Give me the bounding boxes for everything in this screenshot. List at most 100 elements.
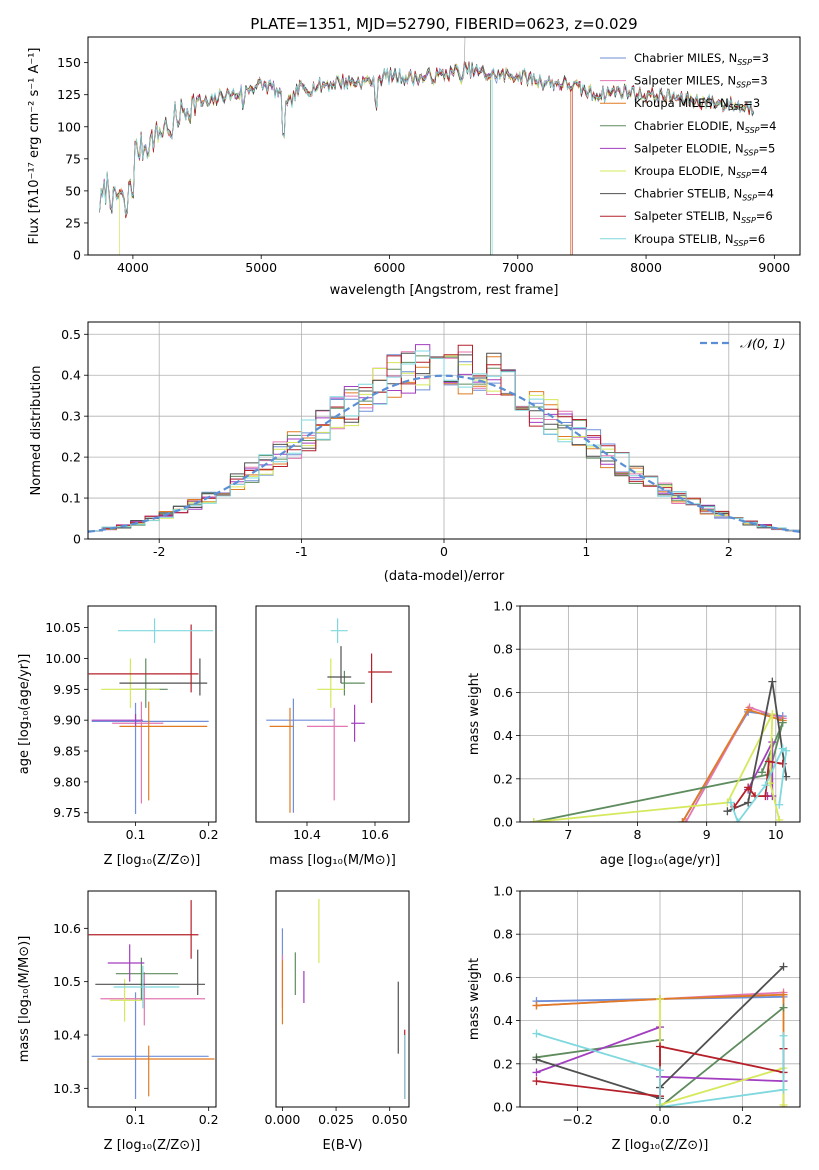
legend-text: Salpeter STELIB, N: [634, 209, 741, 223]
legend-text: Chabrier ELODIE, N: [634, 119, 745, 133]
weight-marker: [768, 710, 777, 718]
x-tick-label: 7: [564, 827, 572, 842]
legend-subscript: SSP: [736, 171, 751, 180]
weight-marker: [744, 783, 753, 792]
weight-marker: [532, 1001, 541, 1010]
weight-line: [533, 722, 784, 822]
weight-marker: [779, 1085, 788, 1094]
y-tick-label: 9.85: [53, 744, 81, 759]
figure-title: PLATE=1351, MJD=52790, FIBERID=0623, z=0…: [250, 15, 637, 33]
legend-count: =5: [758, 141, 775, 155]
x-tick-label: 0.050: [372, 1112, 408, 1127]
y-tick-label: 10.6: [53, 921, 81, 936]
y-tick-label: 0.6: [493, 970, 513, 985]
weight-marker: [757, 768, 766, 777]
axes-frame: [255, 605, 410, 823]
age-vs-mass-panel: 10.4 10.6 mass [log₁₀(M/M⊙)]: [255, 605, 410, 868]
legend-label: Kroupa MILES, NSSP=3: [634, 96, 760, 112]
y-tick-label: 0.1: [61, 491, 81, 506]
weight-marker: [775, 815, 784, 822]
legend-text: Kroupa STELIB, N: [634, 232, 734, 246]
weight-marker: [761, 781, 770, 790]
legend-count: =3: [751, 74, 768, 88]
spectrum-line: [99, 61, 754, 255]
y-axis-label: mass [log₁₀(M/M⊙)]: [17, 936, 32, 1063]
y-tick-label: 9.95: [53, 682, 81, 697]
x-axis-label: (data-model)/error: [384, 569, 505, 584]
legend-count: =4: [760, 119, 777, 133]
weight-marker: [656, 1066, 664, 1075]
y-tick-label: 0.8: [493, 927, 513, 942]
weight-marker: [779, 1031, 788, 1040]
emission-spike: [463, 37, 466, 76]
x-tick-label: 10: [768, 827, 784, 842]
weight-marker: [723, 807, 732, 816]
legend-text: Chabrier MILES, N: [634, 51, 737, 65]
weight-marker: [532, 1055, 541, 1064]
weight-line: [536, 1032, 785, 1107]
mass-weight-vs-age-panel: 7 8 9 10 0.0 0.2 0.4 0.6 0.8 1.0 age [log₁₀(age/yr…: [467, 599, 801, 868]
residual-histogram-panel: -2 -1 0 1 2 0 0.1 0.2 0.3 0.4 0.5 (data-model)/erro…: [29, 321, 801, 584]
mass-vs-metallicity-panel: 0.1 0.2 10.3 10.4 10.5 10.6 Z [log₁₀(Z/Z⊙)] mas…: [17, 890, 219, 1153]
x-tick-label: -2: [153, 544, 165, 559]
legend-subscript: SSP: [742, 194, 757, 203]
weight-line: [659, 999, 785, 1107]
x-tick-label: 0: [440, 544, 448, 559]
x-axis-label: E(B-V): [322, 1138, 362, 1153]
y-axis-label: Flux [fλ10⁻¹⁷ erg cm⁻² s⁻¹ A⁻¹]: [27, 48, 42, 245]
y-tick-label: 0.4: [61, 368, 81, 383]
y-tick-label: 0.2: [493, 1056, 513, 1071]
mass-weight-vs-metallicity-panel: −0.2 0.0 0.2 0.0 0.2 0.4 0.6 0.8 1.0 Z [log₁₀(Z/Z…: [467, 884, 801, 1153]
y-tick-label: 10.5: [53, 974, 81, 989]
y-tick-label: 10.05: [45, 620, 81, 635]
y-tick-label: 1.0: [493, 599, 513, 614]
x-tick-label: 0.1: [126, 1112, 146, 1127]
y-axis-label: age [log₁₀(age/yr)]: [17, 654, 32, 775]
weight-marker: [681, 818, 690, 822]
spectrum-panel: 4000 5000 6000 7000 8000 9000 0 25 50 75 100 125 150…: [27, 36, 801, 298]
x-tick-label: 9: [703, 827, 711, 842]
x-axis-label: age [log₁₀(age/yr)]: [600, 853, 721, 868]
weight-marker: [779, 1003, 788, 1012]
weight-marker: [768, 677, 777, 686]
x-axis-label: wavelength [Angstrom, rest frame]: [330, 283, 559, 298]
y-tick-label: 9.90: [53, 713, 81, 728]
spectrum-line: [99, 62, 755, 255]
weight-marker: [532, 1077, 541, 1086]
weight-marker: [656, 1042, 664, 1051]
x-tick-label: 9000: [758, 260, 790, 275]
y-tick-label: 9.75: [53, 805, 81, 820]
legend-subscript: SSP: [741, 216, 756, 225]
x-tick-label: 8000: [630, 260, 662, 275]
weight-marker: [779, 1100, 788, 1107]
spectrum-line: [99, 64, 755, 255]
normal-curve: [87, 374, 801, 533]
weight-marker: [779, 990, 788, 999]
weight-marker: [656, 1103, 664, 1107]
y-tick-label: 1.0: [493, 884, 513, 899]
spectrum-line: [99, 62, 755, 255]
weight-marker: [733, 818, 742, 822]
weight-marker: [678, 818, 687, 822]
y-tick-label: 100: [57, 119, 81, 134]
axes-frame: [87, 321, 801, 540]
weight-marker: [529, 818, 538, 822]
y-tick-label: 10.4: [53, 1028, 81, 1043]
x-tick-label: 4000: [117, 260, 149, 275]
legend-subscript: SSP: [729, 103, 744, 112]
x-tick-label: 10.4: [293, 827, 321, 842]
y-tick-label: 10.00: [45, 651, 81, 666]
weight-marker: [782, 746, 791, 755]
y-tick-label: 0.5: [61, 327, 81, 342]
axes-frame: [275, 890, 410, 1108]
legend-label: Salpeter MILES, NSSP=3: [634, 74, 768, 90]
y-tick-label: 0.0: [493, 815, 513, 830]
legend-count: =3: [743, 96, 760, 110]
x-axis-label: mass [log₁₀(M/M⊙)]: [269, 853, 396, 868]
x-tick-label: 0.2: [199, 827, 219, 842]
legend-subscript: SSP: [736, 81, 751, 90]
axes-frame: [87, 890, 217, 1108]
age-vs-metallicity-panel: 0.1 0.2 9.75 9.80 9.85 9.90 9.95 10.00 10.05 Z [l…: [17, 605, 219, 868]
weight-marker: [726, 798, 735, 807]
